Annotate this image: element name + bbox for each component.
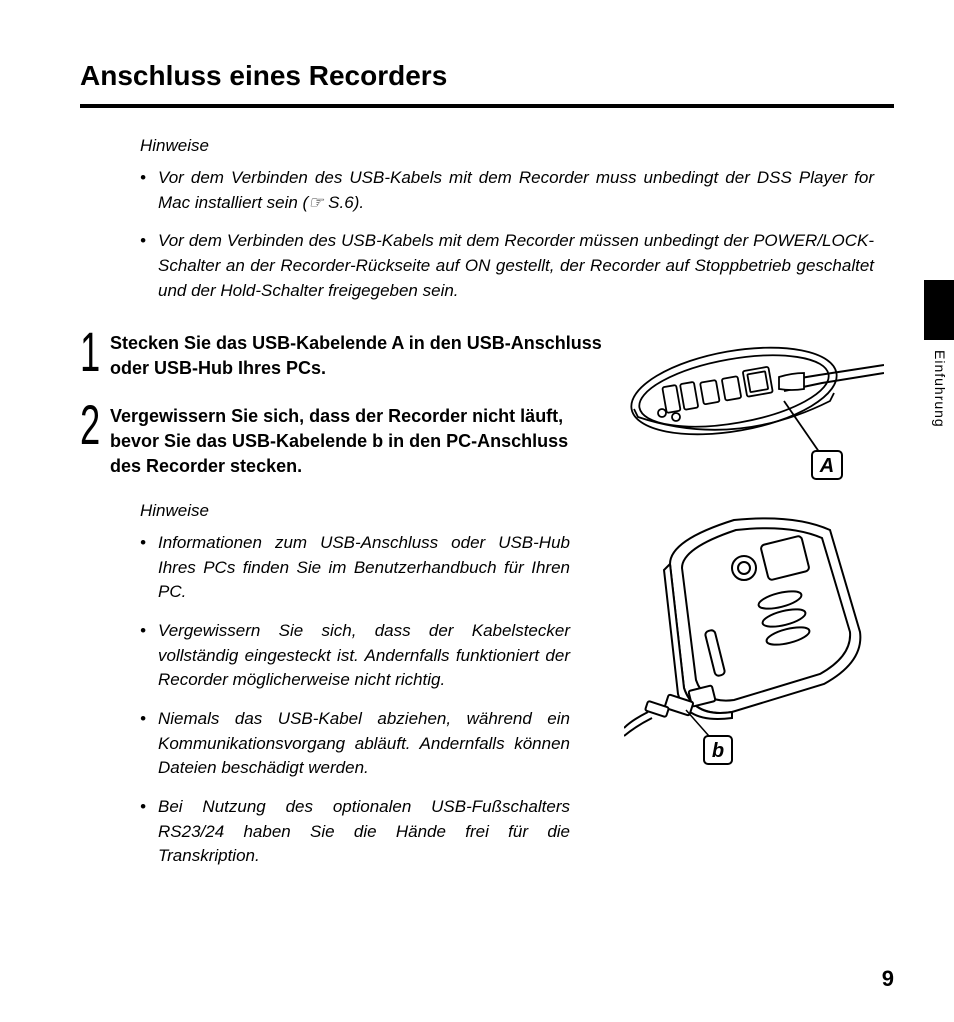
col-left: 1 Stecken Sie das USB-Kabelende A in den…	[80, 331, 604, 897]
page-number: 9	[882, 966, 894, 992]
notes-list-bottom: Informationen zum USB-Anschluss oder USB…	[140, 531, 570, 869]
side-tab	[924, 280, 954, 340]
note-item: Informationen zum USB-Anschluss oder USB…	[140, 531, 570, 605]
side-section-label: Einfuhrung	[932, 350, 948, 428]
title-rule	[80, 104, 894, 108]
content-row: 1 Stecken Sie das USB-Kabelende A in den…	[80, 331, 894, 897]
note-item: Niemals das USB-Kabel abziehen, während …	[140, 707, 570, 781]
page-title: Anschluss eines Recorders	[80, 60, 894, 92]
notes-block-bottom: Hinweise Informationen zum USB-Anschluss…	[140, 501, 570, 869]
note-item: Bei Nutzung des optionalen USB-Fußschalt…	[140, 795, 570, 869]
notes-heading: Hinweise	[140, 136, 874, 156]
col-right: A	[624, 331, 894, 897]
notes-heading: Hinweise	[140, 501, 570, 521]
step-2: 2 Vergewissern Sie sich, dass der Record…	[80, 404, 604, 480]
note-item: Vor dem Verbinden des USB-Kabels mit dem…	[140, 166, 874, 215]
notes-list-top: Vor dem Verbinden des USB-Kabels mit dem…	[140, 166, 874, 303]
step-number: 1	[80, 327, 100, 377]
step-text: Vergewissern Sie sich, dass der Recorder…	[110, 404, 604, 480]
note-item: Vergewissern Sie sich, dass der Kabelste…	[140, 619, 570, 693]
illustration-recorder: b	[624, 512, 884, 772]
notes-block-top: Hinweise Vor dem Verbinden des USB-Kabel…	[140, 136, 874, 303]
step-text: Stecken Sie das USB-Kabelende A in den U…	[110, 331, 604, 381]
step-1: 1 Stecken Sie das USB-Kabelende A in den…	[80, 331, 604, 381]
label-a-text: A	[819, 455, 834, 477]
note-item: Vor dem Verbinden des USB-Kabels mit dem…	[140, 229, 874, 303]
step-number: 2	[80, 400, 100, 450]
illustration-usb-ports: A	[624, 331, 884, 496]
label-b-text: b	[712, 740, 724, 762]
